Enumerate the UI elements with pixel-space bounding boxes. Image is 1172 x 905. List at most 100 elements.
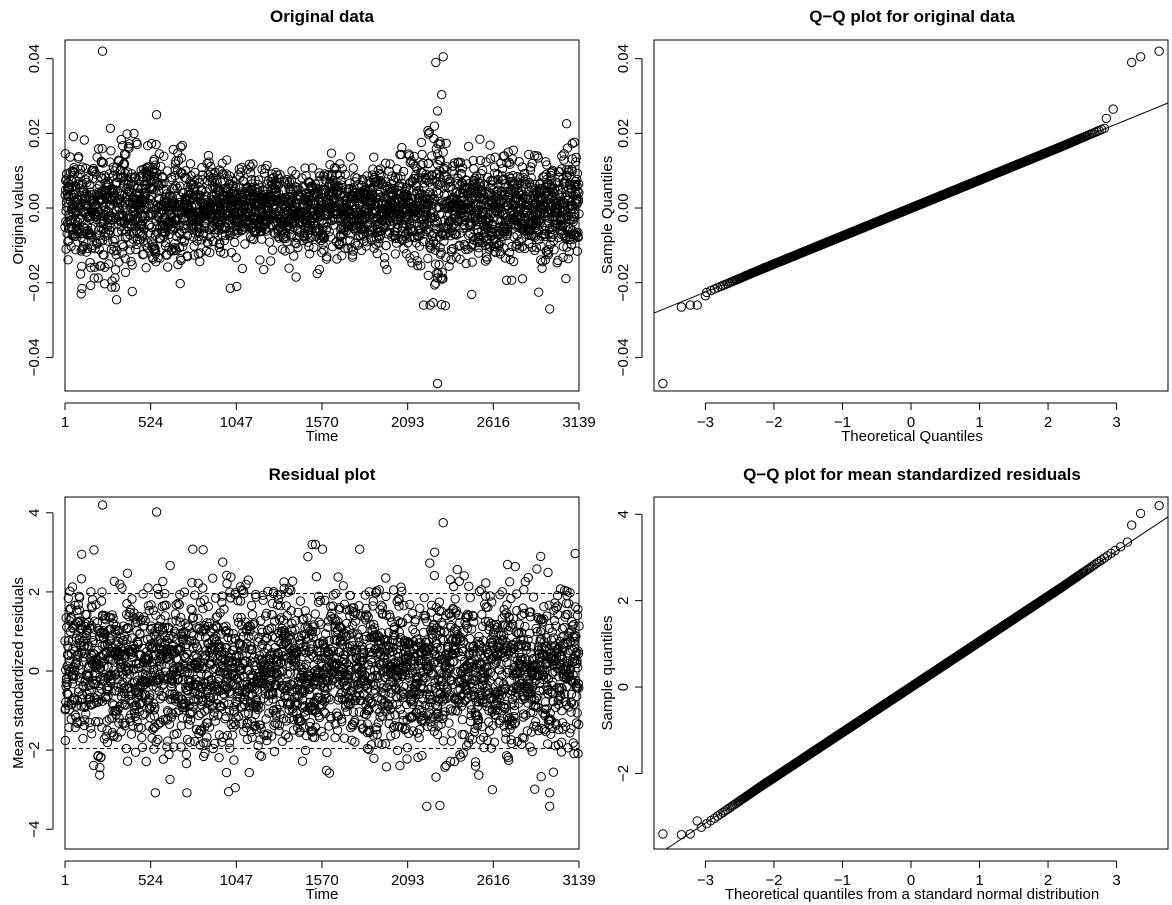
data-point (190, 242, 198, 250)
x-tick-label: 524 (138, 414, 163, 431)
data-point (238, 264, 246, 272)
data-point (62, 245, 70, 253)
data-point (142, 264, 150, 272)
data-point (433, 379, 441, 387)
data-point (227, 248, 235, 256)
y-tick-label: 0.00 (615, 193, 632, 222)
data-point (381, 260, 389, 268)
panel-original-data: Original data 1 524 1047 1570 2093 2616 3139−0… (10, 7, 596, 445)
y-tick-label: 0.02 (26, 119, 43, 148)
data-point (570, 138, 578, 146)
data-point (546, 305, 554, 313)
y-tick-label: −0.04 (26, 338, 43, 376)
data-point (391, 250, 399, 258)
data-point (267, 257, 275, 265)
data-point (464, 142, 472, 150)
data-point (115, 258, 123, 266)
data-point (281, 247, 289, 255)
data-point (349, 164, 357, 172)
x-tick-label: 3139 (562, 414, 595, 431)
data-point (121, 268, 129, 276)
data-point (424, 271, 432, 279)
data-point (128, 287, 136, 295)
data-point (508, 276, 516, 284)
data-point (417, 138, 425, 146)
data-point (196, 257, 204, 265)
data-point (438, 91, 446, 99)
y-axis-label: Original values (10, 165, 27, 264)
data-point (432, 58, 440, 66)
data-point (69, 132, 77, 140)
y-tick-label: −0.02 (26, 264, 43, 302)
data-point (509, 146, 517, 154)
data-points (61, 47, 583, 388)
chart-title: Q−Q plot for original data (809, 7, 1015, 26)
data-points (659, 47, 1164, 388)
plot-frame (654, 40, 1168, 391)
data-point (265, 238, 273, 246)
data-point (562, 120, 570, 128)
data-point (176, 279, 184, 287)
data-point (178, 141, 186, 149)
chart-title: Original data (270, 7, 374, 26)
x-tick-label: −3 (697, 414, 714, 431)
data-point (434, 189, 442, 197)
data-point (383, 265, 391, 273)
data-point (164, 263, 172, 271)
data-point (573, 247, 581, 255)
data-point (77, 290, 85, 298)
data-point (112, 296, 120, 304)
x-tick-label: 2 (1044, 414, 1052, 431)
data-point (152, 111, 160, 119)
data-point (562, 274, 570, 282)
x-tick-label: 2093 (391, 414, 424, 431)
y-tick-label: −0.04 (615, 338, 632, 376)
panel-qq-original: Q−Q plot for original data −3 −2 −1 0 1 2 3−0.… (599, 7, 1168, 445)
data-point (78, 262, 86, 270)
y-tick-label: 0.02 (615, 119, 632, 148)
data-point (238, 163, 246, 171)
data-point (419, 301, 427, 309)
x-tick-label: 1 (61, 414, 69, 431)
data-point (370, 153, 378, 161)
x-tick-label: 1047 (220, 414, 253, 431)
x-tick-label: −2 (765, 414, 782, 431)
data-point (439, 53, 447, 61)
data-point (382, 241, 390, 249)
data-point (400, 245, 408, 253)
data-point (163, 167, 171, 175)
axes: −3 −2 −1 0 1 2 3−0.04−0.020.000.020.04 (615, 44, 1121, 431)
data-point (260, 265, 268, 273)
data-point (486, 141, 494, 149)
data-point (525, 150, 533, 158)
data-point (292, 273, 300, 281)
data-point (310, 243, 318, 251)
data-point (538, 258, 546, 266)
data-point (476, 135, 484, 143)
data-point (290, 252, 298, 260)
y-tick-label: 0.00 (26, 193, 43, 222)
data-point (106, 124, 114, 132)
data-point (433, 107, 441, 115)
data-point (107, 147, 115, 155)
data-point (439, 148, 447, 156)
data-point (518, 275, 526, 283)
data-point (418, 150, 426, 158)
data-point (411, 252, 419, 260)
data-point (241, 240, 249, 248)
data-point (268, 246, 276, 254)
data-point (468, 258, 476, 266)
data-point (462, 259, 470, 267)
data-point (346, 153, 354, 161)
x-axis-label: Time (306, 428, 339, 445)
data-point (186, 160, 194, 168)
data-point (98, 47, 106, 55)
data-point (285, 264, 293, 272)
data-point (256, 256, 264, 264)
y-tick-label: 0.04 (615, 44, 632, 73)
data-point (535, 288, 543, 296)
x-tick-label: 2616 (477, 414, 510, 431)
y-tick-label: −0.02 (615, 264, 632, 302)
data-point (76, 270, 84, 278)
data-point (424, 254, 432, 262)
